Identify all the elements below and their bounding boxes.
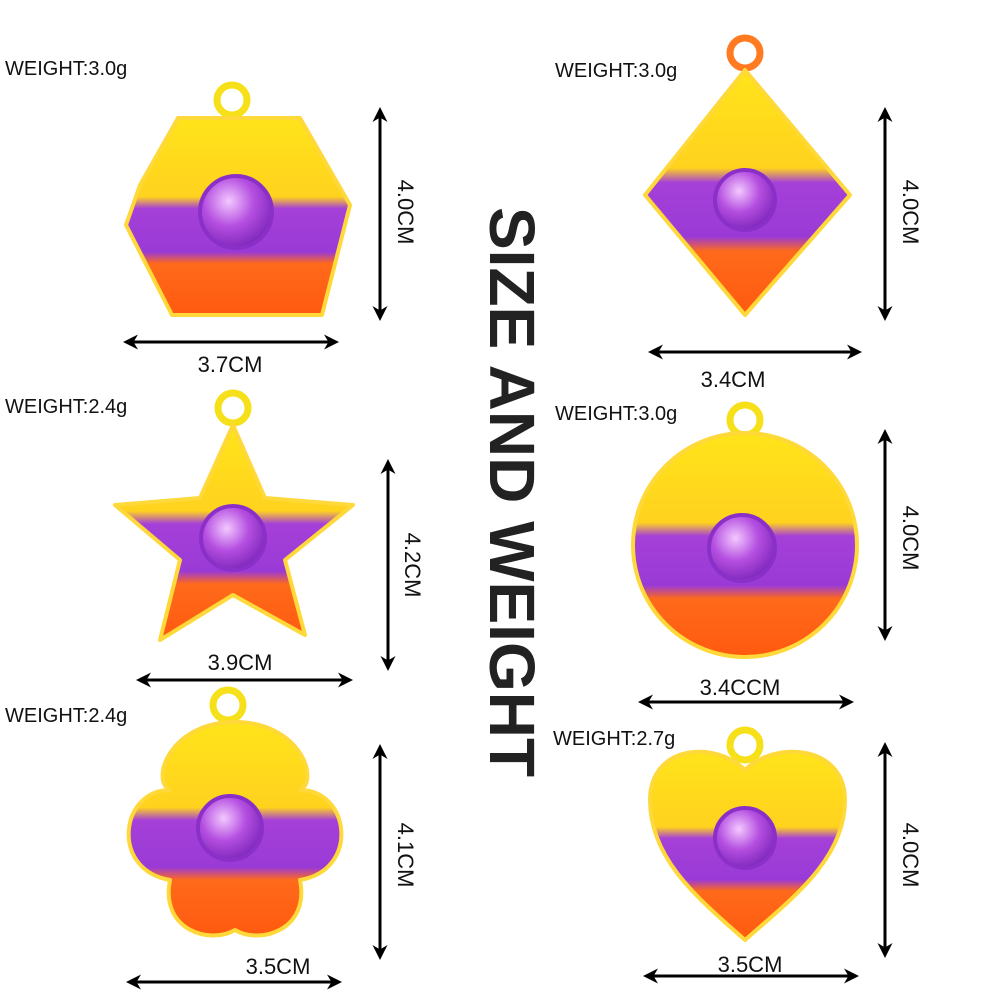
- height-label: 4.2CM: [400, 533, 425, 598]
- height-label: 4.0CM: [898, 506, 923, 571]
- weight-label: WEIGHT:2.7g: [553, 728, 675, 750]
- width-label: 3.9CM: [208, 650, 273, 675]
- height-label: 4.0CM: [898, 180, 923, 245]
- width-label: 3.5CM: [718, 952, 783, 977]
- width-label: 3.4CCM: [700, 675, 781, 700]
- dimension-arrows: [123, 107, 893, 990]
- height-label: 4.0CM: [898, 823, 923, 888]
- title: SIZE AND WEIGHT: [476, 207, 548, 777]
- heart-toy: [648, 726, 847, 942]
- star-toy: [113, 389, 355, 642]
- clover-toy: [126, 686, 344, 938]
- width-label: 3.7CM: [198, 352, 263, 377]
- circle-toy: [631, 401, 859, 659]
- hexagon-toy: [124, 81, 352, 317]
- width-label: 3.4CM: [701, 367, 766, 392]
- weight-label: WEIGHT:3.0g: [555, 403, 677, 425]
- width-label: 3.5CM: [246, 954, 311, 979]
- height-label: 4.0CM: [393, 180, 418, 245]
- weight-label: WEIGHT:2.4g: [5, 705, 127, 727]
- weight-label: WEIGHT:2.4g: [5, 396, 127, 418]
- height-label: 4.1CM: [393, 823, 418, 888]
- weight-label: WEIGHT:3.0g: [555, 60, 677, 82]
- diamond-toy: [643, 34, 852, 317]
- weight-label: WEIGHT:3.0g: [5, 58, 127, 80]
